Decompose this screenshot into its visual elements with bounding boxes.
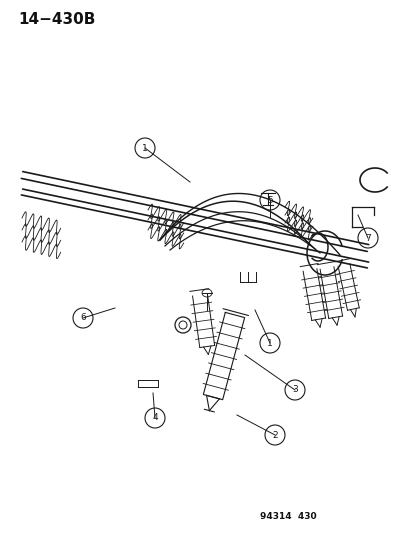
Text: 3: 3 bbox=[292, 385, 297, 394]
Text: 4: 4 bbox=[152, 414, 157, 423]
Text: 7: 7 bbox=[364, 233, 370, 243]
Text: 2: 2 bbox=[271, 431, 277, 440]
Text: 5: 5 bbox=[266, 196, 272, 205]
Text: 14−430B: 14−430B bbox=[18, 12, 95, 27]
Text: 1: 1 bbox=[142, 143, 147, 152]
Text: 6: 6 bbox=[80, 313, 85, 322]
Text: 1: 1 bbox=[266, 338, 272, 348]
Text: 94314  430: 94314 430 bbox=[259, 512, 316, 521]
